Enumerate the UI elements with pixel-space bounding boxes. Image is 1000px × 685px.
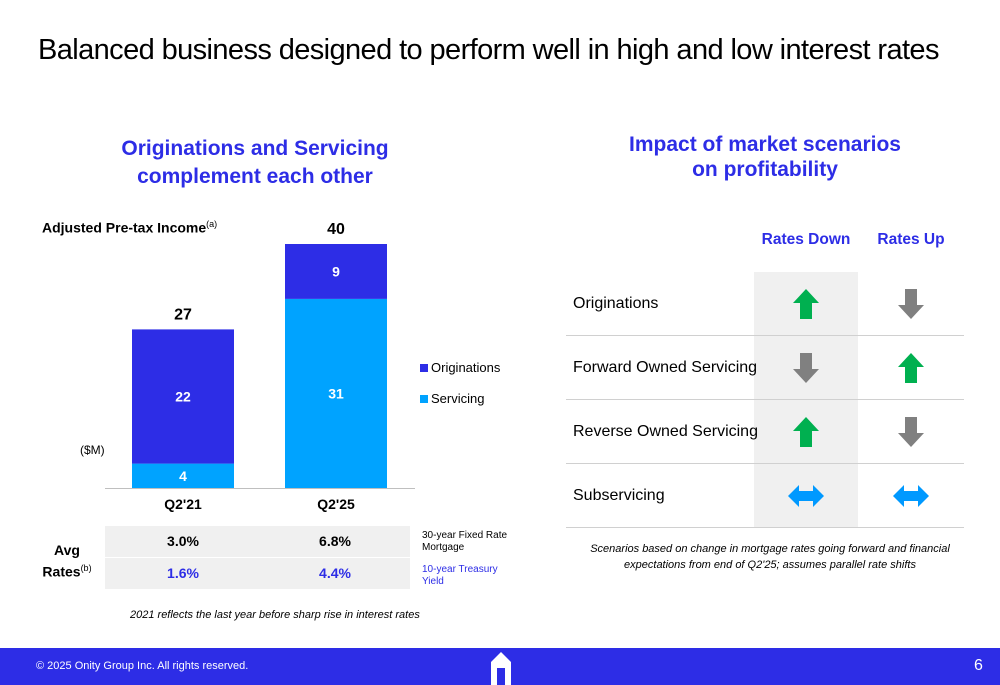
left-section-heading: Originations and Servicing complement ea…	[100, 135, 410, 191]
rate-cell: 6.8%	[319, 533, 351, 549]
y-axis-label-text: Adjusted Pre-tax Income	[42, 219, 207, 236]
x-tick-label: Q2'25	[317, 496, 355, 512]
avg-rates-label: Avg Rates(b)	[42, 541, 92, 581]
bar-segment-servicing	[132, 463, 234, 488]
data-label: 31	[328, 385, 344, 401]
arrow-down-icon	[891, 414, 931, 450]
total-label: 40	[327, 221, 345, 238]
bar-segment-originations	[132, 329, 234, 464]
row-divider	[566, 335, 964, 336]
stacked-bar-chart: 4 22 27 Q2'21 31 9 40 Q2'25	[105, 221, 415, 512]
scenario-row-label: Subservicing	[573, 487, 665, 504]
page-title: Balanced business designed to perform we…	[38, 34, 939, 66]
right-heading-line1: Impact of market scenarios	[629, 133, 901, 156]
legend-item-servicing: Servicing	[420, 391, 484, 406]
rate-cell: 4.4%	[319, 565, 351, 581]
arrow-up-icon	[786, 286, 826, 322]
rate-cell: 1.6%	[167, 565, 199, 581]
rate-note-line: 10-year Treasury	[422, 564, 498, 575]
left-footnote: 2021 reflects the last year before sharp…	[130, 609, 420, 621]
rate-note-line: Mortgage	[422, 542, 465, 553]
data-label: 9	[332, 263, 340, 279]
rate-row-treasury: 1.6% 4.4%	[105, 558, 410, 589]
rate-note-line: 30-year Fixed Rate	[422, 530, 508, 541]
page-number: 6	[974, 657, 983, 674]
right-footnote: Scenarios based on change in mortgage ra…	[560, 541, 980, 573]
avg-rates-line1: Avg	[54, 542, 80, 558]
arrow-up-icon	[786, 414, 826, 450]
arrow-down-icon	[786, 350, 826, 386]
total-label: 27	[174, 306, 192, 323]
right-heading-line2: on profitability	[692, 158, 838, 181]
bar-segment-originations	[285, 244, 387, 299]
x-tick-label: Q2'21	[164, 496, 202, 512]
data-label: 22	[175, 389, 191, 405]
left-heading-line2: complement each other	[137, 165, 373, 188]
scenario-row-label: Originations	[573, 295, 659, 312]
legend-swatch-servicing	[420, 394, 428, 403]
row-divider	[566, 463, 964, 464]
onity-logo-icon	[491, 652, 511, 685]
rate-cell: 3.0%	[167, 533, 199, 549]
scenario-row-label: Forward Owned Servicing	[573, 359, 758, 376]
copyright-text: © 2025 Onity Group Inc. All rights reser…	[36, 660, 249, 672]
right-footnote-line2: expectations from end of Q2'25; assumes …	[624, 559, 916, 571]
scenario-row-label: Reverse Owned Servicing	[573, 423, 758, 440]
y-axis-label-sup: (a)	[206, 219, 218, 229]
legend-label-servicing: Servicing	[431, 391, 485, 406]
legend-label-originations: Originations	[431, 360, 501, 375]
rate-row-mortgage: 3.0% 6.8%	[105, 526, 410, 557]
column-header-rates-down: Rates Down	[761, 231, 851, 248]
arrow-left-right-icon	[786, 478, 826, 514]
data-label: 4	[179, 468, 187, 484]
left-heading-line1: Originations and Servicing	[121, 137, 389, 160]
rate-note-line: Yield	[422, 576, 444, 587]
avg-rates-sup: (b)	[80, 563, 92, 573]
avg-rates-line2-text: Rates	[42, 563, 81, 580]
legend-item-originations: Originations	[420, 360, 500, 375]
column-header-rates-up: Rates Up	[877, 231, 945, 248]
arrow-down-icon	[891, 286, 931, 322]
arrow-left-right-icon	[891, 478, 931, 514]
rate-note-mortgage: 30-year Fixed Rate Mortgage	[422, 530, 522, 554]
right-footnote-line1: Scenarios based on change in mortgage ra…	[590, 543, 950, 555]
rate-note-treasury: 10-year Treasury Yield	[422, 564, 522, 588]
avg-rates-line2: Rates(b)	[42, 559, 92, 581]
unit-label: ($M)	[80, 443, 105, 457]
row-divider	[566, 527, 964, 528]
arrow-up-icon	[891, 350, 931, 386]
y-axis-label: Adjusted Pre-tax Income(a)	[42, 219, 217, 236]
row-divider	[566, 399, 964, 400]
legend-swatch-originations	[420, 363, 428, 372]
bar-segment-servicing	[285, 298, 387, 488]
right-section-heading: Impact of market scenarios on profitabil…	[600, 132, 930, 182]
